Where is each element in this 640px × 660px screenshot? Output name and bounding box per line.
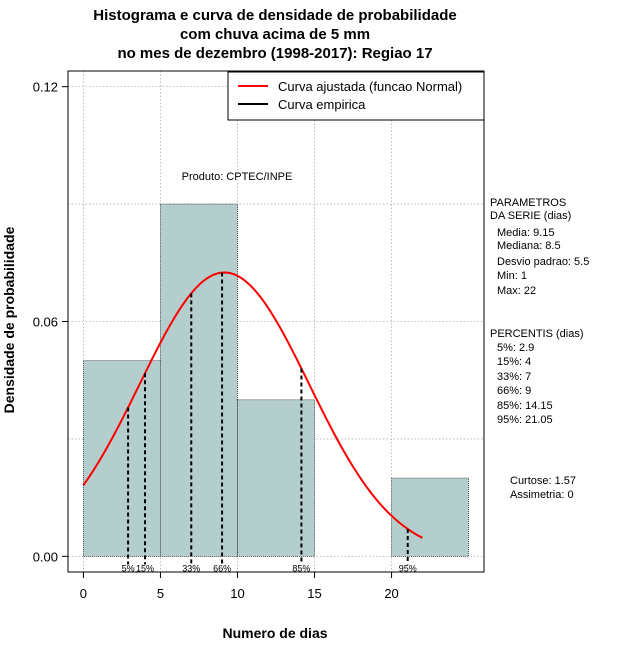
x-tick-label: 5 <box>157 586 164 601</box>
percentil-33: 33%: 7 <box>497 371 531 383</box>
percentil-95: 95%: 21.05 <box>497 414 553 426</box>
percentile-lines: 5% 15% 33% 66% 85% 95% <box>122 272 417 573</box>
chart-title-line-3: no mes de dezembro (1998-2017): Regiao 1… <box>117 45 432 62</box>
histogram-bar <box>83 360 161 557</box>
normal-curve <box>82 271 423 539</box>
x-tick-label: 10 <box>230 586 244 601</box>
x-tick-label: 15 <box>307 586 321 601</box>
percentis-title: PERCENTIS (dias) <box>490 328 584 340</box>
param-min: Min: 1 <box>497 270 527 282</box>
legend: Curva ajustada (funcao Normal) Curva emp… <box>227 71 485 121</box>
legend-empirical-label: Curva empirica <box>278 97 366 112</box>
percentil-85: 85%: 14.15 <box>497 400 553 412</box>
percentil-66: 66%: 9 <box>497 385 531 397</box>
histogram-bar <box>160 203 238 557</box>
source-note: Produto: CPTEC/INPE <box>182 171 293 183</box>
percentile-label-95: 95% <box>399 563 417 573</box>
chart-title-line-2: com chuva acima de 5 mm <box>180 26 370 43</box>
params-title-2: DA SERIE (dias) <box>490 210 571 222</box>
y-tick-label: 0.06 <box>33 315 58 330</box>
percentile-label-5: 5% <box>122 563 135 573</box>
x-tick-label: 20 <box>384 586 398 601</box>
param-max: Max: 22 <box>497 285 536 297</box>
histogram-bar <box>237 399 315 557</box>
curtose-value: Curtose: 1.57 <box>510 475 576 487</box>
percentil-15: 15%: 4 <box>497 356 531 368</box>
y-tick-label: 0.00 <box>33 549 58 564</box>
percentile-label-66: 66% <box>213 563 231 573</box>
percentile-label-85: 85% <box>292 563 310 573</box>
params-title-1: PARAMETROS <box>490 197 566 209</box>
param-desvio: Desvio padrao: 5.5 <box>497 256 589 268</box>
histogram-bar <box>391 477 469 557</box>
x-tick-label: 0 <box>80 586 87 601</box>
y-axis-label: Densidade de probabilidade <box>1 226 17 413</box>
legend-box <box>227 71 485 121</box>
y-tick-label: 0.12 <box>33 80 58 95</box>
chart-title-line-1: Histograma e curva de densidade de proba… <box>93 7 456 24</box>
param-media: Media: 9.15 <box>497 227 554 239</box>
percentile-label-15: 15% <box>136 563 154 573</box>
x-axis-label: Numero de dias <box>222 625 327 641</box>
legend-normal-label: Curva ajustada (funcao Normal) <box>278 79 462 94</box>
stats-panel: PARAMETROS DA SERIE (dias) Media: 9.15 M… <box>490 197 589 501</box>
assimetria-value: Assimetria: 0 <box>510 489 574 501</box>
axes: 0 5 10 15 20 0.00 0.06 0.12 <box>33 70 485 601</box>
percentil-5: 5%: 2.9 <box>497 342 534 354</box>
percentile-label-33: 33% <box>182 563 200 573</box>
normal-curve-layer <box>82 271 423 539</box>
histogram-bars <box>83 203 469 557</box>
param-mediana: Mediana: 8.5 <box>497 240 561 252</box>
